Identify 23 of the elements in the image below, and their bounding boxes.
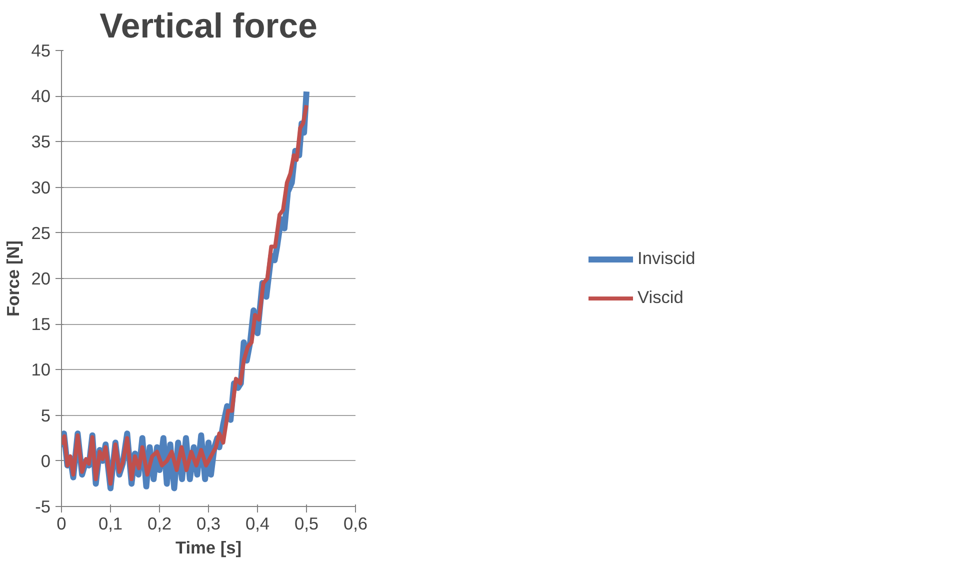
y-axis-title: Force [N]: [3, 240, 24, 317]
legend-label: Viscid: [638, 287, 684, 308]
x-tick-label: 0,4: [245, 514, 270, 534]
y-tick-label: 35: [31, 132, 51, 152]
y-tick-label: 15: [31, 314, 51, 334]
y-tick-label: 25: [31, 222, 51, 243]
chart-title: Vertical force: [100, 8, 318, 46]
x-tick-label: 0,5: [294, 514, 319, 534]
legend-label: Inviscid: [638, 248, 696, 269]
x-tick-label: 0,1: [98, 514, 123, 534]
y-tick-label: 40: [31, 86, 51, 106]
y-tick-label: 45: [31, 40, 51, 60]
x-tick-label: 0: [56, 514, 66, 534]
y-tick-label: 30: [31, 177, 51, 198]
y-tick-label: 0: [40, 450, 51, 471]
x-tick-label: 0,2: [147, 514, 172, 534]
x-axis-title: Time [s]: [175, 538, 242, 558]
y-tick-label: 20: [31, 268, 51, 288]
x-tick-label: 0,6: [343, 514, 368, 534]
y-tick-label: 5: [40, 405, 51, 426]
y-tick-label: -5: [35, 496, 51, 516]
x-tick-label: 0,3: [196, 514, 221, 534]
y-tick-label: 10: [31, 360, 51, 380]
